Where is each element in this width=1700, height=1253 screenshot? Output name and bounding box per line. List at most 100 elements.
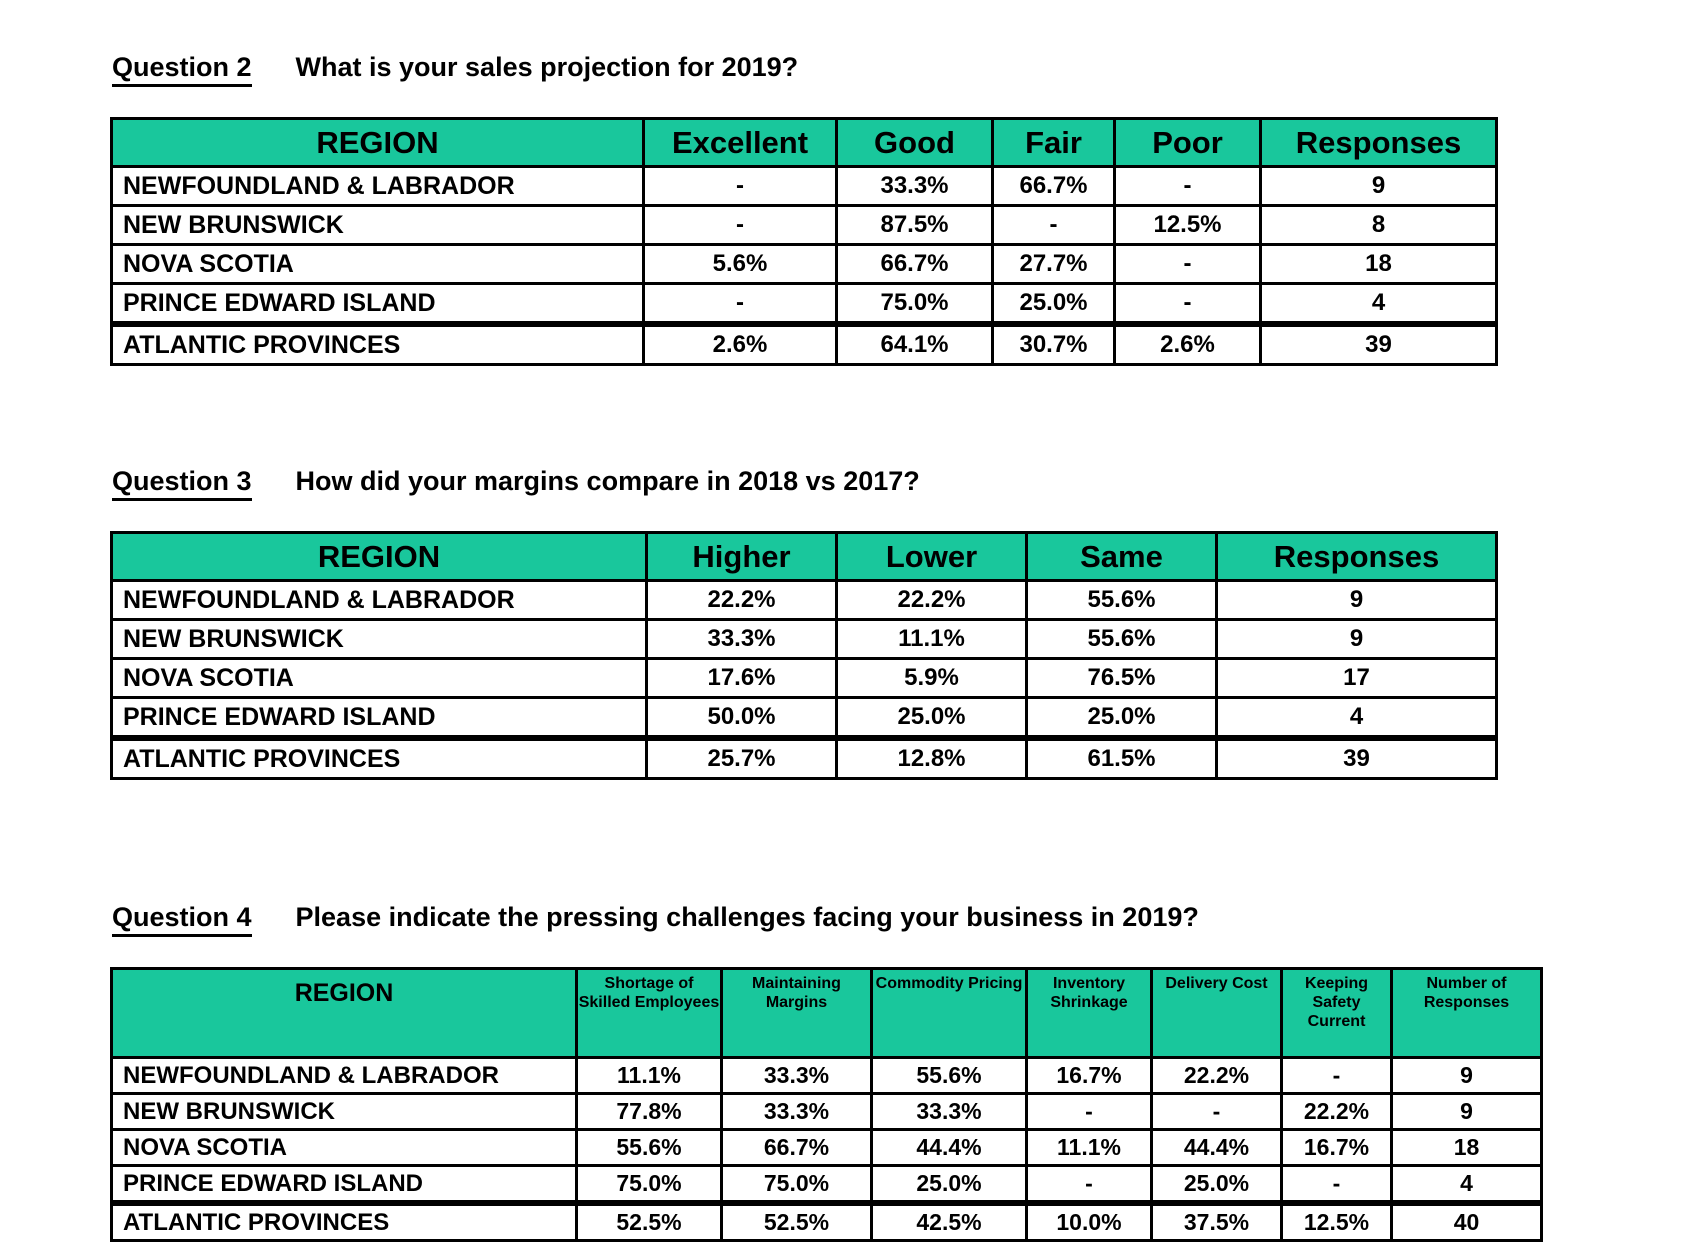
value-cell: - (642, 165, 838, 207)
row-newfoundland-labrador: NEWFOUNDLAND & LABRADOR - 33.3% 66.7% - … (110, 165, 1498, 207)
column-header-lower: Lower (835, 531, 1028, 582)
value-cell: 75.0% (720, 1164, 873, 1205)
value-cell: 25.0% (991, 282, 1116, 326)
value-cell: 25.0% (870, 1164, 1028, 1205)
responses-cell: 40 (1390, 1200, 1543, 1242)
value-cell: - (1280, 1056, 1393, 1095)
column-header-region: REGION (110, 531, 648, 582)
value-cell: 52.5% (720, 1200, 873, 1242)
row-atlantic-provinces-total: ATLANTIC PROVINCES 25.7% 12.8% 61.5% 39 (110, 735, 1498, 780)
responses-cell: 8 (1259, 204, 1498, 246)
responses-cell: 18 (1259, 243, 1498, 285)
value-cell: 52.5% (575, 1200, 723, 1242)
value-cell: 17.6% (645, 657, 838, 699)
region-name: NEWFOUNDLAND & LABRADOR (110, 165, 645, 207)
row-new-brunswick: NEW BRUNSWICK 77.8% 33.3% 33.3% - - 22.2… (110, 1092, 1543, 1131)
value-cell: 37.5% (1150, 1200, 1283, 1242)
responses-cell: 9 (1259, 165, 1498, 207)
value-cell: 55.6% (575, 1128, 723, 1167)
value-cell: 27.7% (991, 243, 1116, 285)
row-nova-scotia: NOVA SCOTIA 17.6% 5.9% 76.5% 17 (110, 657, 1498, 699)
region-name: ATLANTIC PROVINCES (110, 321, 645, 366)
column-header-inventory-shrinkage: Inventory Shrinkage (1025, 967, 1153, 1059)
row-new-brunswick: NEW BRUNSWICK - 87.5% - 12.5% 8 (110, 204, 1498, 246)
value-cell: 12.8% (835, 735, 1028, 780)
row-nova-scotia: NOVA SCOTIA 5.6% 66.7% 27.7% - 18 (110, 243, 1498, 285)
responses-cell: 4 (1390, 1164, 1543, 1205)
value-cell: - (991, 204, 1116, 246)
responses-cell: 9 (1215, 579, 1498, 621)
value-cell: 33.3% (720, 1056, 873, 1095)
question-3-label: Question 3 (112, 466, 252, 501)
region-name: NOVA SCOTIA (110, 657, 648, 699)
responses-cell: 9 (1215, 618, 1498, 660)
value-cell: 77.8% (575, 1092, 723, 1131)
column-header-keeping-safety-current: Keeping Safety Current (1280, 967, 1393, 1059)
sales-projection-table: REGION Excellent Good Fair Poor Response… (110, 117, 1498, 366)
value-cell: 66.7% (991, 165, 1116, 207)
question-4-text: Please indicate the pressing challenges … (295, 902, 1199, 932)
header-row: REGION Higher Lower Same Responses (110, 531, 1498, 582)
responses-cell: 9 (1390, 1092, 1543, 1131)
value-cell: 5.6% (642, 243, 838, 285)
value-cell: 75.0% (575, 1164, 723, 1205)
value-cell: 87.5% (835, 204, 994, 246)
column-header-region: REGION (110, 967, 578, 1059)
region-name: NEW BRUNSWICK (110, 618, 648, 660)
header-row: REGION Shortage of Skilled Employees Mai… (110, 967, 1543, 1059)
value-cell: 11.1% (575, 1056, 723, 1095)
region-name: NOVA SCOTIA (110, 1128, 578, 1167)
value-cell: 33.3% (835, 165, 994, 207)
column-header-same: Same (1025, 531, 1218, 582)
column-header-fair: Fair (991, 117, 1116, 168)
question-4-heading: Question 4 Please indicate the pressing c… (112, 902, 1700, 937)
question-3-text: How did your margins compare in 2018 vs … (295, 466, 920, 496)
value-cell: 2.6% (1113, 321, 1262, 366)
row-newfoundland-labrador: NEWFOUNDLAND & LABRADOR 22.2% 22.2% 55.6… (110, 579, 1498, 621)
column-header-delivery-cost: Delivery Cost (1150, 967, 1283, 1059)
value-cell: 22.2% (1280, 1092, 1393, 1131)
value-cell: 25.0% (835, 696, 1028, 740)
column-header-higher: Higher (645, 531, 838, 582)
row-prince-edward-island: PRINCE EDWARD ISLAND 75.0% 75.0% 25.0% -… (110, 1164, 1543, 1205)
value-cell: 61.5% (1025, 735, 1218, 780)
question-2-text: What is your sales projection for 2019? (295, 52, 799, 82)
responses-cell: 39 (1215, 735, 1498, 780)
column-header-responses: Responses (1259, 117, 1498, 168)
value-cell: 2.6% (642, 321, 838, 366)
margins-comparison-table: REGION Higher Lower Same Responses NEWFO… (110, 531, 1498, 780)
column-header-commodity-pricing: Commodity Pricing (870, 967, 1028, 1059)
column-header-number-of-responses: Number of Responses (1390, 967, 1543, 1059)
value-cell: 12.5% (1280, 1200, 1393, 1242)
region-name: NOVA SCOTIA (110, 243, 645, 285)
value-cell: 12.5% (1113, 204, 1262, 246)
region-name: NEW BRUNSWICK (110, 1092, 578, 1131)
value-cell: 11.1% (835, 618, 1028, 660)
value-cell: 75.0% (835, 282, 994, 326)
value-cell: - (1113, 243, 1262, 285)
value-cell: 55.6% (1025, 579, 1218, 621)
value-cell: 16.7% (1280, 1128, 1393, 1167)
question-3-section: Question 3 How did your margins compare i… (110, 466, 1700, 780)
value-cell: 55.6% (870, 1056, 1028, 1095)
value-cell: 11.1% (1025, 1128, 1153, 1167)
question-3-heading: Question 3 How did your margins compare i… (112, 466, 1700, 501)
value-cell: 10.0% (1025, 1200, 1153, 1242)
row-nova-scotia: NOVA SCOTIA 55.6% 66.7% 44.4% 11.1% 44.4… (110, 1128, 1543, 1167)
header-row: REGION Excellent Good Fair Poor Response… (110, 117, 1498, 168)
responses-cell: 4 (1215, 696, 1498, 740)
value-cell: - (1113, 282, 1262, 326)
value-cell: - (1025, 1164, 1153, 1205)
value-cell: 44.4% (1150, 1128, 1283, 1167)
challenges-table: REGION Shortage of Skilled Employees Mai… (110, 967, 1543, 1242)
value-cell: 55.6% (1025, 618, 1218, 660)
row-prince-edward-island: PRINCE EDWARD ISLAND 50.0% 25.0% 25.0% 4 (110, 696, 1498, 740)
responses-cell: 18 (1390, 1128, 1543, 1167)
value-cell: 25.0% (1025, 696, 1218, 740)
region-name: ATLANTIC PROVINCES (110, 1200, 578, 1242)
column-header-responses: Responses (1215, 531, 1498, 582)
responses-cell: 4 (1259, 282, 1498, 326)
value-cell: - (1113, 165, 1262, 207)
region-name: PRINCE EDWARD ISLAND (110, 1164, 578, 1205)
